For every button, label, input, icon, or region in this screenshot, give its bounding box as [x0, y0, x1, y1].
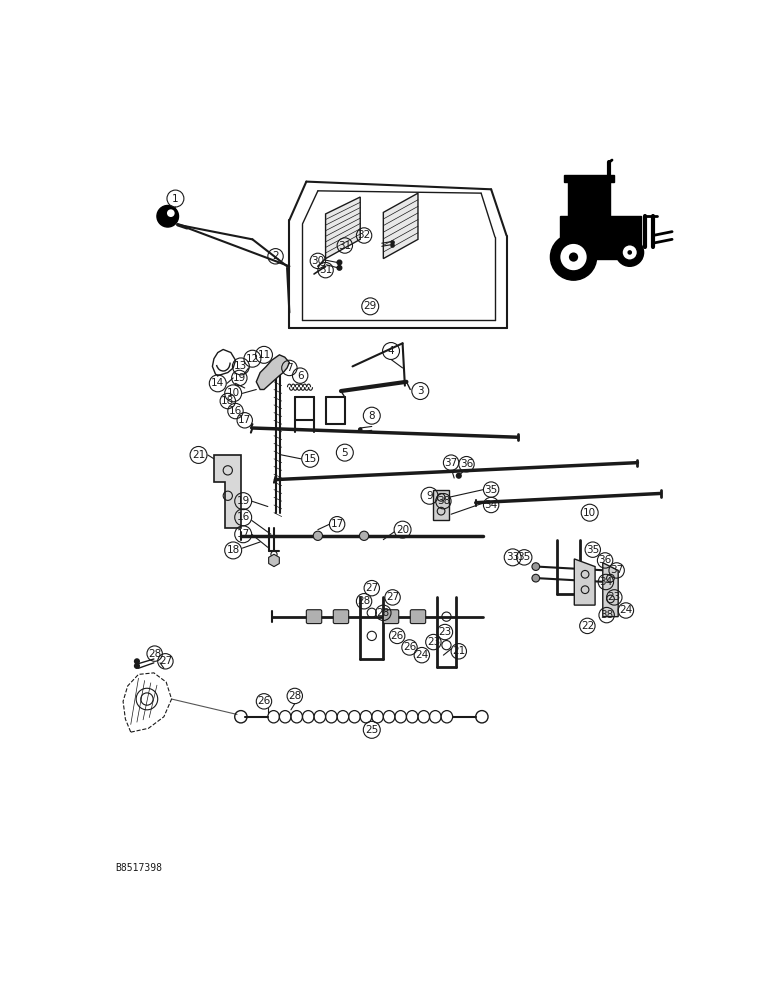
Polygon shape — [574, 559, 595, 605]
Circle shape — [622, 245, 638, 260]
Text: 11: 11 — [257, 350, 271, 360]
FancyBboxPatch shape — [384, 610, 398, 624]
Text: 2: 2 — [273, 251, 279, 261]
Circle shape — [391, 243, 395, 248]
Text: 6: 6 — [297, 371, 303, 381]
Circle shape — [134, 663, 140, 669]
Text: 5: 5 — [341, 448, 348, 458]
Text: B8517398: B8517398 — [115, 863, 162, 873]
Circle shape — [337, 266, 342, 270]
Text: 33: 33 — [506, 552, 520, 562]
Text: 31: 31 — [319, 265, 332, 275]
Circle shape — [616, 239, 644, 266]
Text: 28: 28 — [377, 608, 390, 618]
Circle shape — [560, 243, 587, 271]
Text: 18: 18 — [226, 545, 240, 555]
Text: 38: 38 — [600, 610, 613, 620]
Circle shape — [134, 658, 140, 664]
Circle shape — [550, 234, 597, 280]
Text: 23: 23 — [438, 627, 452, 637]
FancyBboxPatch shape — [560, 216, 642, 259]
Text: 35: 35 — [485, 485, 498, 495]
Text: 36: 36 — [460, 459, 473, 469]
Text: 27: 27 — [386, 592, 399, 602]
Text: 34: 34 — [485, 500, 498, 510]
FancyBboxPatch shape — [306, 610, 322, 624]
Text: 23: 23 — [427, 637, 440, 647]
Text: 10: 10 — [583, 508, 596, 518]
Text: 27: 27 — [159, 656, 172, 666]
Circle shape — [157, 205, 178, 227]
Circle shape — [360, 531, 369, 540]
Text: 35: 35 — [517, 552, 531, 562]
Text: 14: 14 — [212, 378, 225, 388]
Text: 19: 19 — [232, 373, 246, 383]
Text: 27: 27 — [365, 583, 378, 593]
Circle shape — [532, 574, 540, 582]
FancyBboxPatch shape — [334, 610, 349, 624]
Text: 18: 18 — [221, 396, 235, 406]
Text: 37: 37 — [445, 458, 458, 468]
Text: 17: 17 — [236, 529, 250, 539]
Text: 28: 28 — [357, 596, 371, 606]
Text: 16: 16 — [236, 512, 250, 522]
Polygon shape — [384, 193, 418, 259]
Text: 17: 17 — [330, 519, 344, 529]
Text: 26: 26 — [403, 642, 416, 652]
Text: 30: 30 — [311, 256, 324, 266]
Text: 10: 10 — [227, 388, 240, 398]
Circle shape — [628, 250, 632, 255]
Circle shape — [569, 252, 578, 262]
Circle shape — [358, 427, 363, 432]
Text: 13: 13 — [234, 361, 248, 371]
Text: 28: 28 — [148, 649, 161, 659]
Text: 19: 19 — [236, 496, 250, 506]
Text: 21: 21 — [192, 450, 205, 460]
Text: 16: 16 — [229, 406, 242, 416]
Text: 9: 9 — [426, 491, 433, 501]
Text: 15: 15 — [303, 454, 317, 464]
Polygon shape — [603, 563, 618, 617]
Text: 26: 26 — [391, 631, 404, 641]
Text: 37: 37 — [610, 565, 623, 575]
Text: 29: 29 — [364, 301, 377, 311]
FancyBboxPatch shape — [410, 610, 425, 624]
Polygon shape — [326, 197, 361, 259]
Text: 17: 17 — [238, 415, 252, 425]
FancyBboxPatch shape — [564, 175, 615, 182]
Text: 21: 21 — [452, 646, 466, 656]
Circle shape — [455, 473, 462, 479]
Text: 26: 26 — [257, 696, 271, 706]
Circle shape — [313, 531, 323, 540]
Text: 24: 24 — [619, 605, 632, 615]
Polygon shape — [256, 355, 290, 389]
Text: 38: 38 — [437, 496, 450, 506]
Text: 4: 4 — [388, 346, 394, 356]
Text: 24: 24 — [415, 650, 428, 660]
Text: 1: 1 — [172, 194, 179, 204]
Text: 20: 20 — [396, 525, 409, 535]
Text: 8: 8 — [368, 411, 375, 421]
Text: 7: 7 — [286, 363, 293, 373]
Text: 12: 12 — [245, 354, 259, 364]
Text: 32: 32 — [357, 231, 371, 240]
Text: 36: 36 — [598, 555, 611, 565]
Polygon shape — [214, 455, 241, 528]
Circle shape — [167, 209, 174, 217]
Text: 35: 35 — [586, 545, 599, 555]
Text: 28: 28 — [288, 691, 301, 701]
Circle shape — [532, 563, 540, 570]
Text: 25: 25 — [365, 725, 378, 735]
Circle shape — [391, 240, 395, 245]
Text: 3: 3 — [417, 386, 424, 396]
Text: 23: 23 — [608, 592, 621, 602]
Polygon shape — [433, 490, 449, 520]
FancyBboxPatch shape — [568, 182, 611, 216]
Circle shape — [337, 260, 342, 265]
Text: 34: 34 — [599, 577, 612, 587]
Text: 22: 22 — [581, 621, 594, 631]
Text: 31: 31 — [338, 241, 351, 251]
